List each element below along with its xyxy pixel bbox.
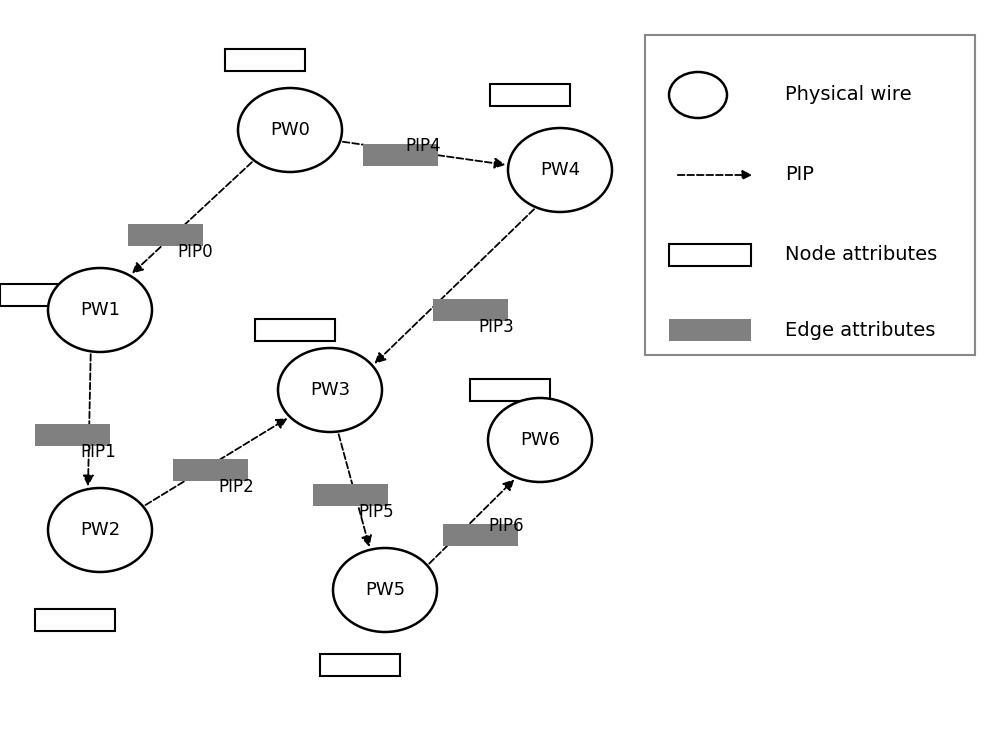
FancyBboxPatch shape bbox=[432, 299, 508, 321]
Text: PIP6: PIP6 bbox=[488, 517, 524, 535]
FancyBboxPatch shape bbox=[320, 654, 400, 676]
Text: PW4: PW4 bbox=[540, 161, 580, 179]
FancyBboxPatch shape bbox=[173, 459, 248, 481]
FancyBboxPatch shape bbox=[470, 379, 550, 401]
FancyBboxPatch shape bbox=[362, 144, 438, 166]
Ellipse shape bbox=[48, 488, 152, 572]
FancyBboxPatch shape bbox=[0, 284, 80, 306]
FancyBboxPatch shape bbox=[35, 609, 115, 631]
FancyBboxPatch shape bbox=[255, 319, 335, 341]
FancyBboxPatch shape bbox=[312, 484, 388, 506]
FancyBboxPatch shape bbox=[669, 244, 751, 266]
Ellipse shape bbox=[508, 128, 612, 212]
FancyBboxPatch shape bbox=[669, 319, 751, 341]
FancyBboxPatch shape bbox=[128, 224, 202, 246]
Text: PIP4: PIP4 bbox=[405, 137, 441, 155]
Ellipse shape bbox=[488, 398, 592, 482]
Text: PW2: PW2 bbox=[80, 521, 120, 539]
Ellipse shape bbox=[669, 72, 727, 118]
Ellipse shape bbox=[48, 268, 152, 352]
FancyBboxPatch shape bbox=[225, 49, 305, 71]
FancyBboxPatch shape bbox=[645, 35, 975, 355]
FancyBboxPatch shape bbox=[442, 524, 518, 546]
Text: PIP1: PIP1 bbox=[80, 443, 116, 461]
Ellipse shape bbox=[238, 88, 342, 172]
FancyBboxPatch shape bbox=[490, 84, 570, 106]
Text: Edge attributes: Edge attributes bbox=[785, 321, 935, 340]
Text: PW5: PW5 bbox=[365, 581, 405, 599]
Ellipse shape bbox=[278, 348, 382, 432]
Text: PW3: PW3 bbox=[310, 381, 350, 399]
Ellipse shape bbox=[333, 548, 437, 632]
Text: Node attributes: Node attributes bbox=[785, 245, 937, 264]
Text: PIP3: PIP3 bbox=[478, 318, 514, 336]
Text: PW1: PW1 bbox=[80, 301, 120, 319]
Text: PW0: PW0 bbox=[270, 121, 310, 139]
Text: PIP5: PIP5 bbox=[358, 503, 394, 521]
Text: PIP2: PIP2 bbox=[218, 478, 254, 496]
Text: Physical wire: Physical wire bbox=[785, 85, 912, 104]
Text: PIP0: PIP0 bbox=[177, 243, 213, 261]
Text: PIP: PIP bbox=[785, 165, 814, 184]
FancyBboxPatch shape bbox=[34, 424, 110, 446]
Text: PW6: PW6 bbox=[520, 431, 560, 449]
